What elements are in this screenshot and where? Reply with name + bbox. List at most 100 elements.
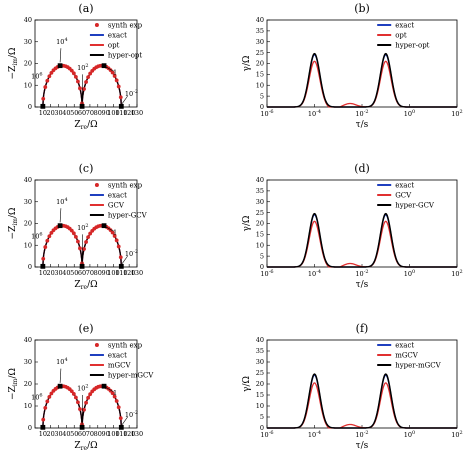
x-tick-label: 100: [107, 269, 119, 277]
data-point: [116, 84, 121, 89]
annotation-arrow: [121, 95, 128, 104]
frequency-annotation: 104: [56, 197, 67, 206]
annotation-arrow: [105, 226, 114, 232]
data-point: [84, 400, 88, 405]
x-axis-label: Zre/Ω: [74, 120, 97, 131]
y-tick-label: 10: [24, 241, 32, 249]
x-tick-label: 102: [451, 430, 462, 439]
x-tick-label: 50: [70, 269, 78, 277]
y-tick-label: 10: [256, 402, 264, 410]
y-tick-label: 20: [256, 60, 264, 68]
x-tick-label: 10-4: [308, 430, 321, 439]
legend-label: synth exp: [108, 182, 143, 190]
y-axis-label: −Zim/Ω: [8, 48, 19, 80]
y-tick-label: 0: [28, 424, 32, 432]
data-point: [41, 417, 46, 422]
y-axis-label: −Zim/Ω: [8, 368, 19, 400]
x-tick-label: 10-4: [308, 109, 321, 118]
x-tick-label: 90: [101, 430, 109, 438]
frequency-annotation: 10-2: [125, 249, 138, 258]
y-tick-label: 35: [256, 187, 264, 195]
data-point: [76, 400, 80, 405]
y-tick-label: 40: [24, 336, 32, 344]
data-point: [49, 391, 54, 396]
frequency-annotation: 10-2: [125, 410, 138, 419]
x-tick-label: 110: [115, 269, 127, 277]
x-tick-label: 70: [86, 430, 94, 438]
data-point: [41, 256, 46, 261]
legend-label: mGCV: [108, 362, 132, 370]
legend-label: mGCV: [395, 352, 419, 360]
x-tick-label: 30: [54, 430, 62, 438]
legend-label: hyper-GCV: [108, 212, 148, 220]
data-point: [112, 394, 117, 399]
panel-label: (a): [78, 2, 93, 15]
frequency-annotation: 102: [77, 223, 88, 232]
data-point: [112, 74, 117, 78]
x-tick-label: 100: [404, 269, 415, 278]
data-point: [71, 231, 76, 236]
data-point: [76, 239, 80, 244]
legend-label: exact: [395, 22, 414, 30]
frequency-marker: [118, 424, 124, 430]
data-point: [76, 79, 80, 84]
y-axis-label: γ/Ω: [242, 376, 252, 392]
x-tick-label: 40: [62, 109, 70, 117]
y-tick-label: 5: [260, 92, 264, 100]
x-axis-label: Zre/Ω: [74, 280, 97, 291]
y-tick-label: 20: [24, 380, 32, 388]
y-tick-label: 40: [256, 176, 264, 184]
data-point: [118, 255, 123, 260]
legend-label: opt: [108, 42, 120, 50]
legend-marker: [94, 183, 99, 187]
x-tick-label: 50: [70, 430, 78, 438]
data-point: [84, 80, 88, 84]
frequency-annotation: 1: [113, 228, 117, 236]
x-axis-label: τ/s: [356, 280, 369, 290]
y-tick-label: 20: [24, 220, 32, 228]
x-tick-label: 130: [131, 430, 143, 438]
frequency-annotation: 106: [31, 232, 42, 241]
legend-label: exact: [395, 182, 414, 190]
series-line-hyper-GCV: [267, 212, 457, 268]
annotation-arrow: [105, 387, 114, 392]
legend-label: synth exp: [108, 342, 143, 350]
frequency-marker: [79, 424, 85, 430]
y-tick-label: 25: [256, 49, 264, 57]
y-tick-label: 10: [256, 81, 264, 89]
data-point: [47, 234, 52, 239]
x-tick-label: 20: [47, 269, 55, 277]
x-tick-label: 60: [78, 430, 86, 438]
annotation-arrow: [59, 208, 62, 223]
data-point: [45, 238, 50, 243]
y-tick-label: 0: [28, 263, 32, 271]
y-tick-label: 30: [24, 38, 32, 46]
y-tick-label: 10: [24, 81, 32, 89]
y-tick-label: 30: [256, 198, 264, 206]
plot-frame: [266, 339, 458, 429]
x-tick-label: 60: [78, 269, 86, 277]
y-tick-label: 15: [256, 391, 264, 399]
legend-label: hyper-mGCV: [108, 372, 154, 380]
data-point: [114, 399, 119, 403]
frequency-annotation: 102: [77, 384, 88, 393]
data-point: [118, 416, 123, 421]
x-axis-label: Zre/Ω: [74, 441, 97, 452]
x-tick-label: 100: [107, 109, 119, 117]
legend-label: hyper-opt: [108, 52, 142, 60]
x-tick-label: 10-6: [260, 430, 273, 439]
x-tick-label: 60: [78, 109, 86, 117]
plot-frame: [266, 179, 458, 268]
panel-b: (b) 0 5 10 15 20 25 30 35 40 10-6 10-4 10-2 100 102 τ/s…: [242, 2, 463, 130]
data-point: [86, 75, 91, 80]
data-point: [49, 230, 54, 235]
y-tick-label: 30: [256, 38, 264, 46]
x-tick-label: 40: [62, 430, 70, 438]
x-tick-label: 110: [115, 109, 127, 117]
data-point: [110, 391, 115, 396]
x-tick-label: 90: [101, 269, 109, 277]
frequency-marker: [79, 263, 85, 269]
legend-label: GCV: [108, 202, 125, 210]
data-point: [69, 228, 74, 233]
